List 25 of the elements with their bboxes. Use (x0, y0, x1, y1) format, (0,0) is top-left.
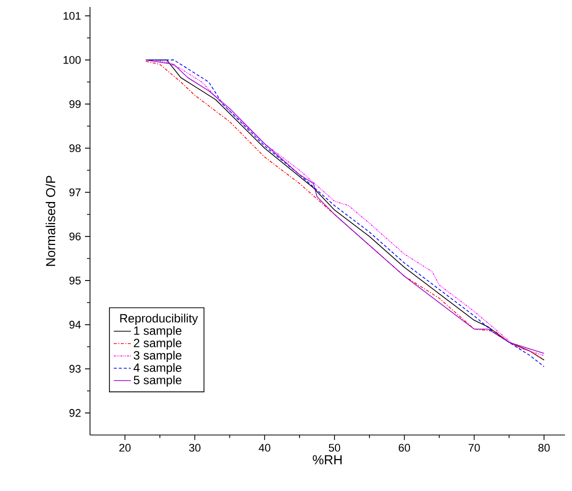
x-tick-label: 50 (328, 444, 340, 452)
legend-label: 3 sample (134, 350, 182, 362)
x-tick-label: 20 (119, 444, 131, 452)
x-tick-label: 40 (258, 444, 270, 452)
y-tick-label: 100 (64, 56, 81, 64)
y-tick-label: 92 (69, 409, 81, 417)
legend-label: 2 sample (134, 338, 182, 350)
x-tick-label: 80 (538, 444, 550, 452)
x-tick-label: 60 (398, 444, 410, 452)
y-tick-label: 96 (69, 232, 81, 240)
y-tick-label: 97 (69, 188, 81, 196)
legend-label: 4 sample (134, 363, 182, 374)
legend-label: 1 sample (134, 326, 182, 338)
y-tick-label: 101 (64, 12, 81, 20)
x-axis-title: %RH (312, 455, 342, 464)
y-tick-label: 95 (69, 276, 81, 284)
y-tick-label: 99 (69, 100, 81, 108)
y-tick-label: 94 (69, 320, 81, 329)
y-axis-title: Normalised O/P (46, 176, 56, 266)
x-tick-label: 30 (189, 444, 200, 452)
y-tick-label: 98 (69, 144, 81, 152)
y-tick-label: 93 (69, 364, 81, 373)
legend-title: Reproducibility (120, 314, 198, 325)
x-tick-label: 70 (468, 444, 480, 452)
legend-label: 5 sample (134, 375, 182, 387)
